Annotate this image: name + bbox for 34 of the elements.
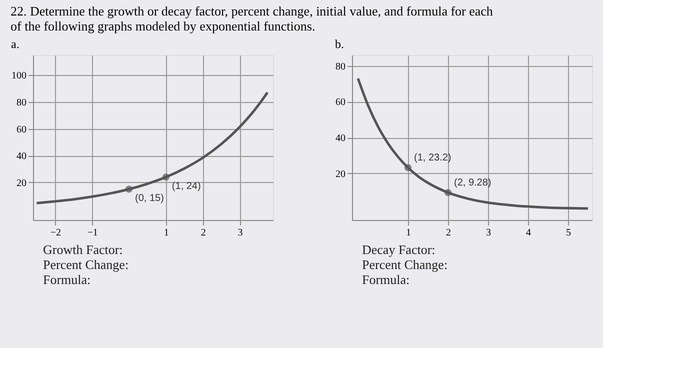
- text: Formula:: [43, 272, 91, 287]
- x-tick-label: −2: [50, 228, 61, 238]
- y-tick-label: 40: [336, 133, 346, 144]
- x-tick-label: 2: [200, 228, 206, 238]
- x-tick-label: 5: [566, 228, 571, 238]
- y-tick-label: 40: [16, 151, 26, 162]
- y-tick-label: 100: [12, 70, 26, 82]
- line-series: [356, 77, 590, 210]
- y-tick-label: 60: [16, 124, 26, 136]
- annotation: (1, 24): [172, 181, 201, 192]
- annotation: (2, 9.28): [454, 178, 492, 189]
- chart-subtitle: a.: [11, 37, 20, 51]
- y-tick-label: 20: [336, 168, 346, 180]
- x-tick-label: 1: [406, 228, 411, 238]
- text: Growth Factor:: [43, 242, 123, 257]
- annotation: (0, 15): [135, 193, 164, 204]
- annotation: (1, 23.2): [414, 152, 452, 164]
- chart-title: b.: [335, 37, 344, 51]
- x-tick-label: −1: [87, 228, 98, 238]
- y-tick-label: 60: [336, 97, 346, 108]
- x-tick-label: 2: [446, 228, 451, 238]
- text: Percent Change:: [362, 257, 448, 272]
- chart-title: 22. Determine the growth or decay factor, percent change, initial value, and formula for each of the following graphs modeled by exponential functions.: [10, 4, 494, 34]
- line-series: [35, 91, 269, 204]
- text: Decay Factor:: [362, 242, 436, 257]
- y-tick-label: 20: [16, 178, 26, 189]
- x-tick-label: 3: [486, 228, 491, 238]
- y-tick-label: 80: [336, 61, 346, 72]
- x-tick-label: 1: [164, 228, 169, 238]
- text: Percent Change:: [43, 257, 129, 272]
- text: Formula:: [362, 272, 410, 287]
- y-tick-label: 80: [16, 97, 26, 108]
- x-tick-label: 3: [238, 228, 243, 238]
- x-tick-label: 4: [526, 228, 531, 238]
